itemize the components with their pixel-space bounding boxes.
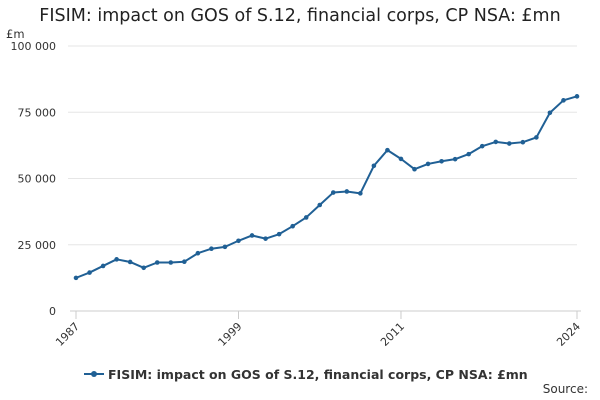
y-tick-label: 75 000 [18,106,57,119]
x-tick-label: 2011 [378,320,407,349]
data-point [209,246,214,252]
data-point [385,147,390,153]
data-point [358,191,363,196]
data-point [330,190,336,195]
legend: FISIM: impact on GOS of S.12, financial … [84,366,528,382]
data-point [114,257,119,262]
x-tick-label: 1999 [216,320,245,349]
y-tick-label: 0 [49,305,56,318]
data-point [493,139,499,145]
data-series [73,94,580,281]
chart-title: FISIM: impact on GOS of S.12, financial … [39,6,561,26]
data-point [479,143,485,149]
data-point [263,236,268,241]
data-point [195,250,201,256]
data-point [506,141,512,146]
data-point [344,189,350,194]
source-label: Source: [542,382,588,396]
data-point [168,260,174,265]
y-axis-unit-label: £m [6,27,25,41]
data-point [303,215,309,220]
data-point [412,166,417,172]
data-point [100,263,106,269]
x-axis-tick-labels: 1987 1999 2011 2024 [53,320,583,349]
data-point [452,156,458,162]
y-tick-label: 50 000 [18,173,57,186]
data-point [141,265,147,271]
data-point [87,270,92,275]
data-point [182,259,187,265]
data-point [154,260,160,265]
data-point [520,139,526,145]
x-axis [70,310,581,319]
data-point [236,238,241,244]
data-point [425,161,431,167]
data-point [371,163,377,169]
data-point [547,110,553,116]
series-line [75,95,578,279]
data-point [317,202,323,208]
gridlines [68,45,577,246]
data-point [290,223,295,229]
legend-series-symbol [84,367,104,381]
data-point [561,98,566,103]
data-point [466,151,471,157]
legend-series-label: FISIM: impact on GOS of S.12, financial … [108,366,528,382]
x-tick-label: 1987 [53,320,82,349]
y-axis-tick-labels: 0 25 000 50 000 75 000 100 000 [11,40,57,318]
data-point [276,231,282,237]
x-tick-label: 2024 [554,320,583,349]
data-point [439,158,444,164]
data-point [574,94,580,99]
data-point [398,156,404,162]
data-point [249,233,255,238]
data-point [73,275,79,281]
data-point [534,135,539,140]
data-point [127,259,133,265]
y-tick-label: 100 000 [11,40,57,53]
y-tick-label: 25 000 [18,239,57,252]
data-point [222,244,228,250]
